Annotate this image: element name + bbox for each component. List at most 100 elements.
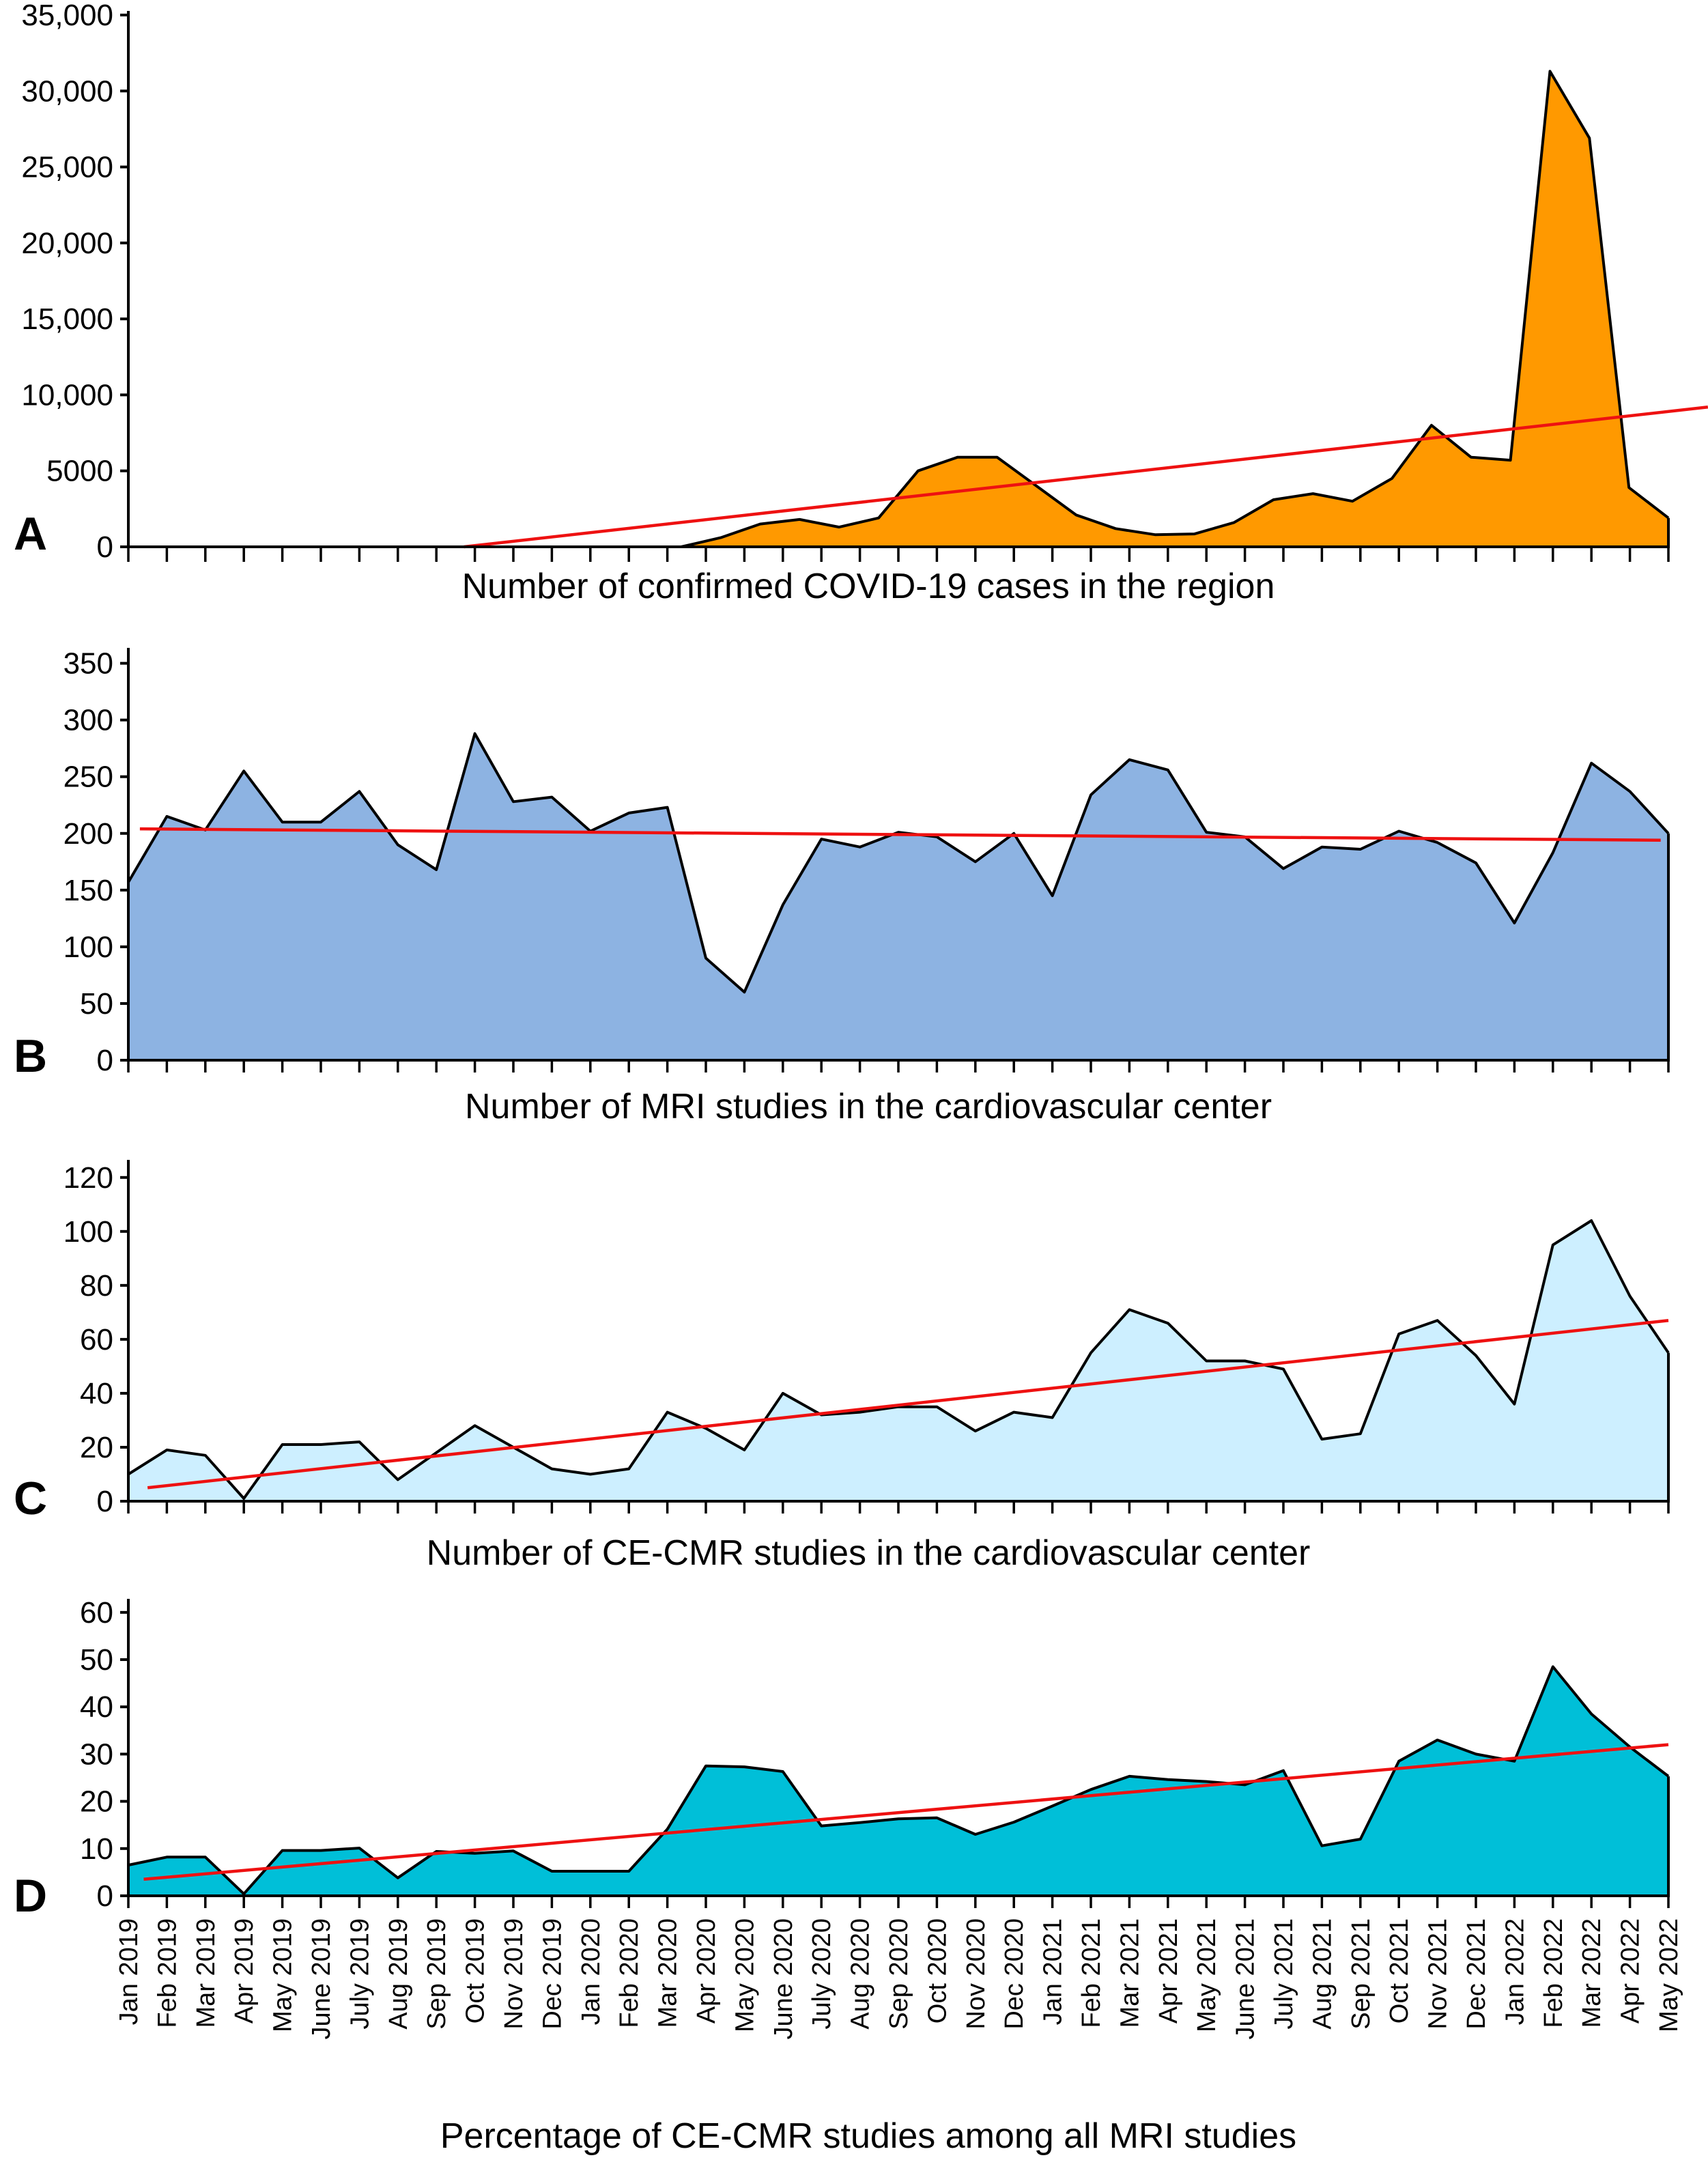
y-tick-label-c: 80 <box>80 1269 113 1303</box>
data-point-a <box>1391 477 1393 480</box>
y-tick-label-b: 100 <box>63 930 113 964</box>
panel-letter-c: C <box>14 1473 47 1524</box>
data-point-c <box>1667 1352 1670 1354</box>
data-point-b <box>550 796 553 799</box>
panel-a: A Number of confirmed COVID-19 cases in … <box>14 0 1708 606</box>
y-tick-label-a: 5000 <box>46 455 113 488</box>
data-point-c <box>1244 1360 1247 1363</box>
data-point-a <box>1311 492 1314 495</box>
y-tick-label-c: 40 <box>80 1377 113 1410</box>
data-point-a <box>720 537 722 539</box>
y-tick-label-d: 60 <box>80 1596 113 1630</box>
data-point-d <box>1667 1775 1670 1778</box>
data-point-b <box>474 733 476 735</box>
x-tick-label: Sep 2019 <box>423 1918 451 2030</box>
data-point-b <box>1090 793 1092 796</box>
x-tick-label: Apr 2022 <box>1617 1918 1645 2023</box>
data-point-d <box>1128 1775 1130 1778</box>
trend-line-a <box>464 405 1708 549</box>
data-point-c <box>165 1449 168 1451</box>
data-point-a <box>1272 498 1275 501</box>
y-tick-label-d: 40 <box>80 1690 113 1724</box>
data-point-c <box>1629 1295 1632 1298</box>
data-point-d <box>474 1852 476 1855</box>
x-tick-label: Mar 2021 <box>1115 1918 1144 2028</box>
data-point-a <box>996 456 999 459</box>
caption-b: Number of MRI studies in the cardiovascu… <box>465 1087 1272 1126</box>
x-tick-label: Mar 2019 <box>192 1918 220 2028</box>
data-point-a <box>1193 532 1196 535</box>
data-point-c <box>435 1451 438 1454</box>
data-point-d <box>397 1877 399 1879</box>
data-point-a <box>877 517 880 520</box>
data-point-d <box>1012 1821 1015 1823</box>
data-point-b <box>1167 769 1169 771</box>
data-point-b <box>974 860 977 863</box>
data-point-d <box>165 1856 168 1858</box>
data-point-d <box>935 1817 938 1819</box>
data-point-c <box>1397 1333 1400 1335</box>
panel-letter-d: D <box>14 1870 47 1922</box>
y-tick-label-d: 0 <box>97 1879 113 1913</box>
y-tick-label-a: 10,000 <box>21 378 113 412</box>
x-tick-label: Aug 2020 <box>846 1918 875 2030</box>
data-point-a <box>956 456 959 459</box>
data-point-c <box>474 1424 476 1427</box>
area-fill-c <box>128 1221 1668 1501</box>
data-point-b <box>627 812 630 814</box>
y-tick-label-b: 150 <box>63 874 113 907</box>
data-point-c <box>1205 1360 1208 1363</box>
y-tick-label-d: 30 <box>80 1737 113 1771</box>
y-tick-label-b: 200 <box>63 817 113 851</box>
data-point-a <box>759 523 762 526</box>
data-point-c <box>1012 1411 1015 1414</box>
x-tick-label: Mar 2022 <box>1578 1918 1606 2028</box>
data-point-c <box>1475 1354 1477 1357</box>
data-point-c <box>281 1443 284 1446</box>
x-tick-label: May 2022 <box>1655 1918 1683 2032</box>
panel-c: C Number of CE-CMR studies in the cardio… <box>14 1160 1670 1573</box>
data-point-a <box>1627 486 1630 489</box>
x-tick-label: July 2019 <box>345 1918 374 2030</box>
data-point-b <box>1513 922 1515 924</box>
area-fill-a <box>128 71 1668 547</box>
data-point-c <box>627 1468 630 1470</box>
data-point-d <box>1051 1805 1054 1808</box>
data-point-d <box>1090 1788 1092 1791</box>
x-tick-label: May 2021 <box>1193 1918 1221 2032</box>
data-point-a <box>838 526 840 528</box>
y-tick-label-b: 50 <box>80 987 113 1021</box>
data-point-b <box>319 821 322 823</box>
data-point-d <box>1436 1739 1439 1742</box>
data-point-d <box>1513 1760 1515 1763</box>
data-point-a <box>1509 459 1512 461</box>
data-point-d <box>1475 1752 1477 1755</box>
data-point-c <box>319 1443 322 1446</box>
data-point-c <box>782 1392 784 1395</box>
data-point-d <box>859 1821 862 1824</box>
x-tick-label: Nov 2019 <box>500 1918 528 2030</box>
x-tick-label: Jan 2022 <box>1500 1918 1529 2025</box>
data-point-d <box>627 1870 630 1873</box>
data-point-c <box>204 1454 207 1457</box>
data-point-c <box>1051 1417 1054 1419</box>
x-tick-label: Nov 2020 <box>962 1918 991 2030</box>
data-point-c <box>1128 1308 1130 1311</box>
data-point-a <box>1588 137 1591 139</box>
data-point-c <box>1359 1432 1362 1435</box>
data-point-a <box>1667 517 1670 520</box>
y-tick-label-b: 300 <box>63 704 113 737</box>
data-point-c <box>1590 1219 1593 1222</box>
x-tick-label: Dec 2019 <box>538 1918 567 2030</box>
caption-a: Number of confirmed COVID-19 cases in th… <box>462 567 1275 606</box>
data-point-b <box>281 821 284 823</box>
panel-letter-a: A <box>14 508 47 560</box>
data-point-b <box>704 957 707 960</box>
series-line-d <box>128 1665 1670 1896</box>
x-tick-label: Aug 2019 <box>384 1918 413 2030</box>
data-point-a <box>1233 521 1236 524</box>
data-point-b <box>666 806 669 809</box>
data-point-d <box>666 1828 669 1830</box>
panel-b: B Number of MRI studies in the cardiovas… <box>14 647 1670 1126</box>
